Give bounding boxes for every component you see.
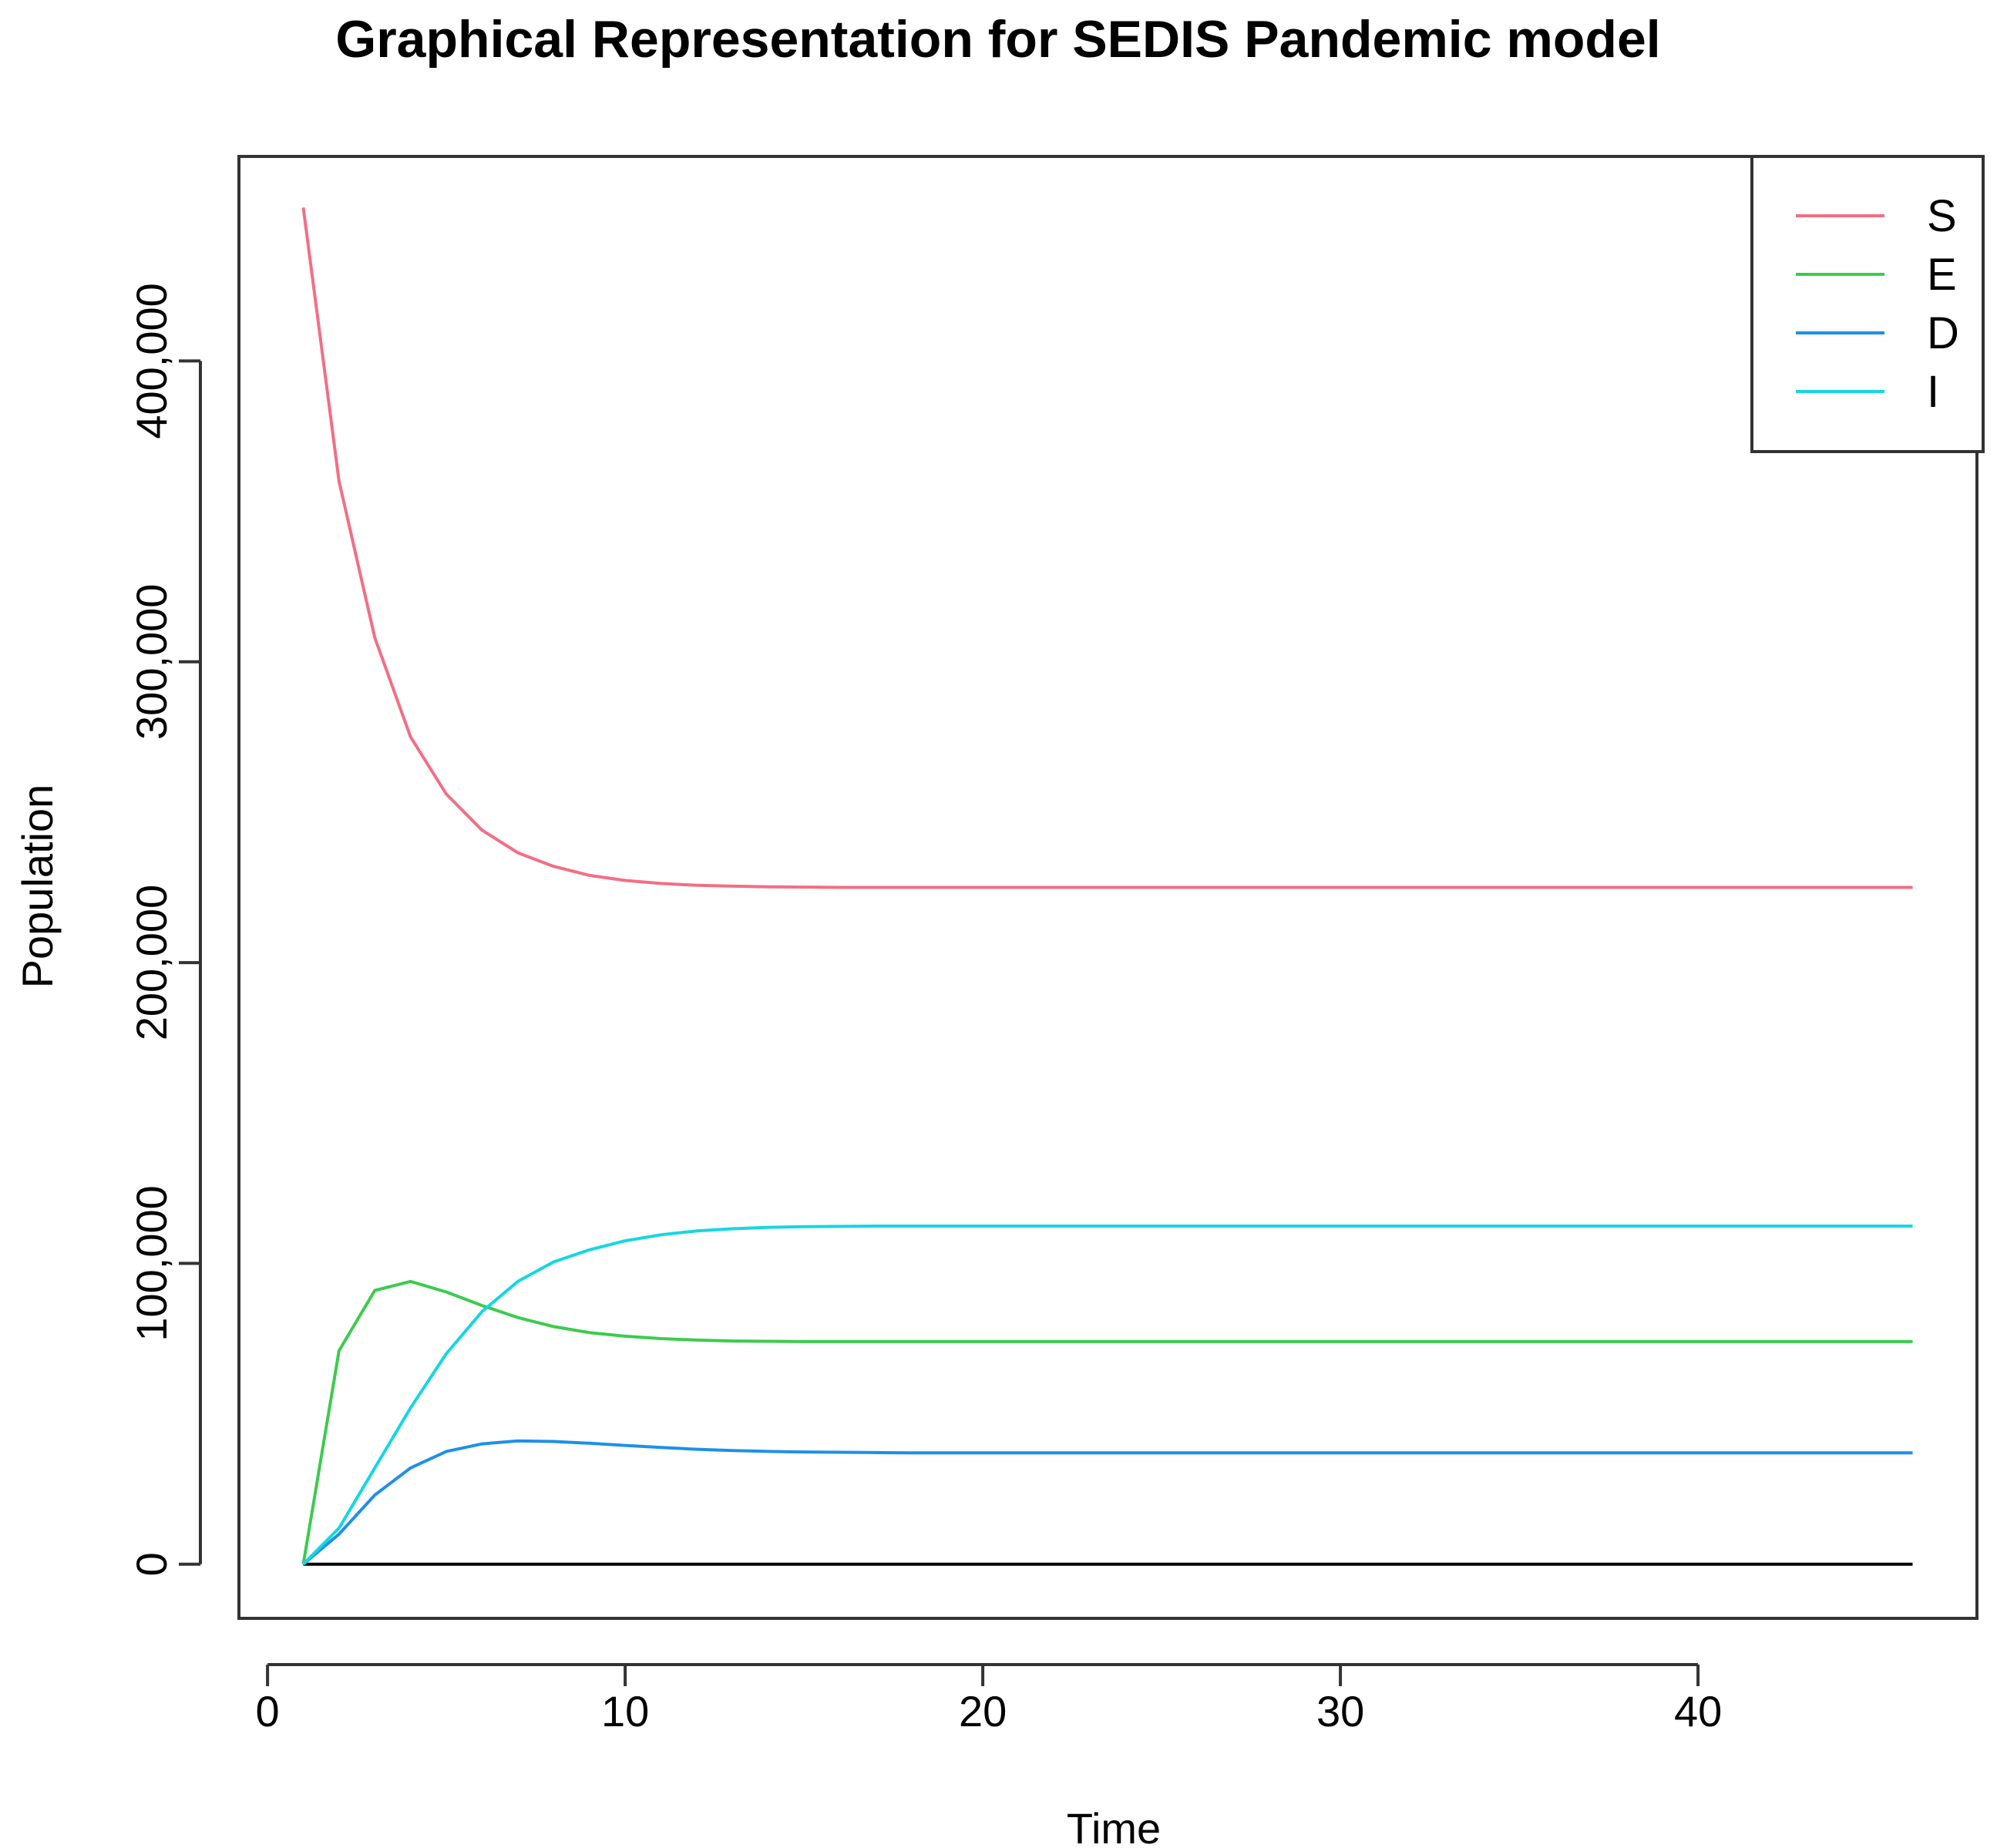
x-axis: 0 10 20 30 40 (256, 1663, 1722, 1735)
series-lines (301, 207, 1913, 1566)
series-line-e (301, 1279, 1913, 1565)
legend-items: SEDI (1796, 191, 1959, 417)
y-tick-label: 300,000 (127, 584, 176, 740)
y-axis-label: Population (13, 785, 62, 989)
y-tick-label: 0 (127, 1552, 176, 1576)
x-tick-label: 30 (1316, 1687, 1364, 1735)
y-tick-label: 400,000 (127, 283, 176, 438)
legend-label-d: D (1927, 308, 1959, 358)
legend-label-e: E (1927, 250, 1957, 300)
series-line-i (302, 1225, 1913, 1566)
legend-label-s: S (1927, 191, 1957, 241)
series-line-s (301, 207, 1913, 889)
legend-box (1750, 155, 1985, 453)
y-tick-label: 100,000 (127, 1185, 176, 1341)
legend: SEDI (1750, 155, 1985, 453)
x-tick-label: 0 (256, 1687, 280, 1735)
plot-area-frame (237, 155, 1979, 1620)
series-line-d (302, 1439, 1913, 1566)
chart-title: Graphical Representation for SEDIS Pande… (335, 10, 1660, 69)
x-axis-label: Time (1067, 1804, 1161, 1848)
y-axis: 0 100,000 200,000 300,000 400,000 (127, 283, 202, 1576)
y-tick-label: 200,000 (127, 885, 176, 1040)
legend-label-i: I (1927, 367, 1939, 417)
x-tick-label: 10 (601, 1687, 649, 1735)
x-tick-label: 40 (1674, 1687, 1722, 1735)
x-tick-label: 20 (959, 1687, 1007, 1735)
